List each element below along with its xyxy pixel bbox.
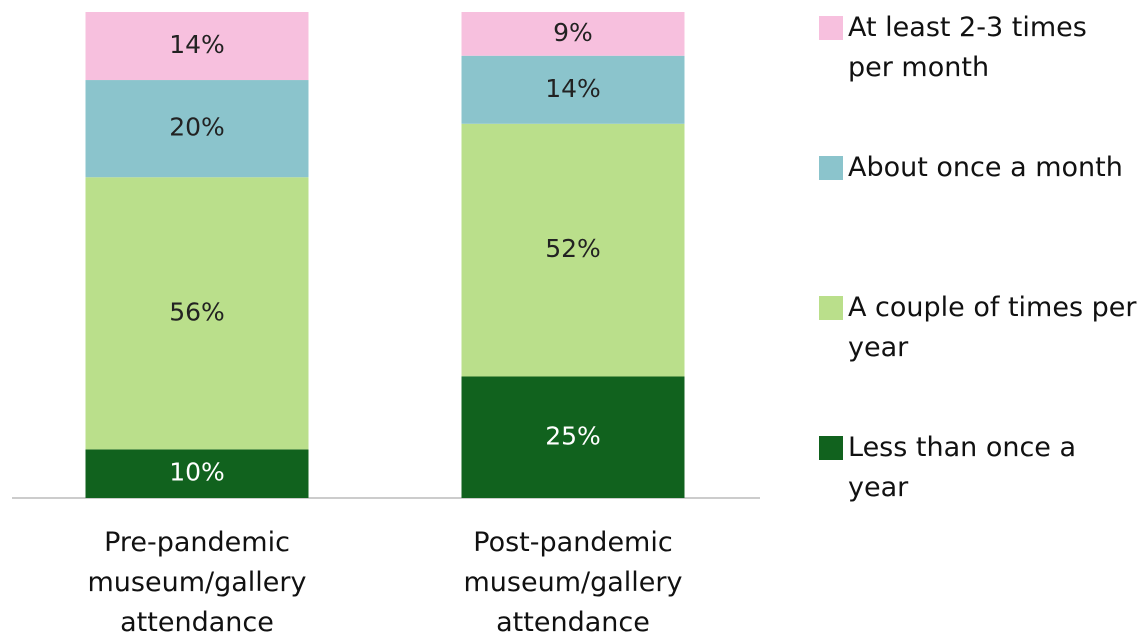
bar-segment: [85, 80, 309, 178]
data-label: 10%: [169, 458, 225, 487]
data-label: 52%: [545, 234, 601, 263]
legend-label: Less than once a year: [848, 432, 1077, 503]
legend-label: At least 2-3 times per month: [848, 12, 1087, 83]
data-label: 14%: [169, 30, 225, 59]
bar-segment: [85, 12, 309, 81]
legend-label: A couple of times per year: [848, 292, 1137, 363]
x-tick-label: Pre-pandemic museum/gallery attendance: [87, 527, 307, 632]
legend-swatch: [819, 156, 843, 180]
legend-label: About once a month: [848, 152, 1123, 183]
data-label: 25%: [545, 421, 601, 450]
x-tick-label: Post-pandemic museum/gallery attendance: [463, 527, 683, 632]
data-label: 9%: [553, 18, 593, 47]
bar-segment: [461, 12, 685, 56]
data-label: 14%: [545, 74, 601, 103]
legend-swatch: [819, 436, 843, 460]
bar-segment: [461, 55, 685, 124]
bar-segment: [461, 376, 685, 498]
bar-segment: [85, 449, 309, 498]
legend-swatch: [819, 16, 843, 40]
data-label: 20%: [169, 113, 225, 142]
data-label: 56%: [169, 297, 225, 326]
bar-segment: [85, 177, 309, 450]
legend-swatch: [819, 296, 843, 320]
bar-segment: [461, 123, 685, 377]
